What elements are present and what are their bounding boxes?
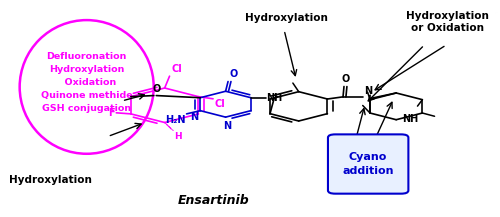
FancyBboxPatch shape — [328, 134, 408, 194]
Text: Cl: Cl — [171, 64, 182, 74]
Text: Ensartinib: Ensartinib — [178, 194, 250, 207]
Text: N: N — [190, 112, 198, 122]
Text: O: O — [152, 84, 160, 94]
Text: Hydroxylation
or Oxidation: Hydroxylation or Oxidation — [406, 11, 489, 33]
Text: N: N — [223, 121, 231, 131]
Text: F: F — [108, 108, 115, 118]
Text: Hydroxylation: Hydroxylation — [245, 13, 328, 23]
Text: O: O — [342, 74, 349, 84]
Text: NH: NH — [402, 114, 418, 124]
Text: Cl: Cl — [214, 99, 226, 109]
Text: Defluoronation
Hydroxylation
  Oxidation
Quinone methide
GSH conjugation: Defluoronation Hydroxylation Oxidation Q… — [41, 53, 132, 113]
Text: H: H — [174, 132, 182, 141]
Text: Cyano
addition: Cyano addition — [342, 152, 394, 176]
Text: H₂N: H₂N — [165, 115, 186, 125]
Text: Hydroxylation: Hydroxylation — [8, 175, 91, 185]
Text: NH: NH — [266, 93, 283, 103]
Text: N: N — [364, 86, 372, 96]
Text: O: O — [230, 69, 237, 79]
